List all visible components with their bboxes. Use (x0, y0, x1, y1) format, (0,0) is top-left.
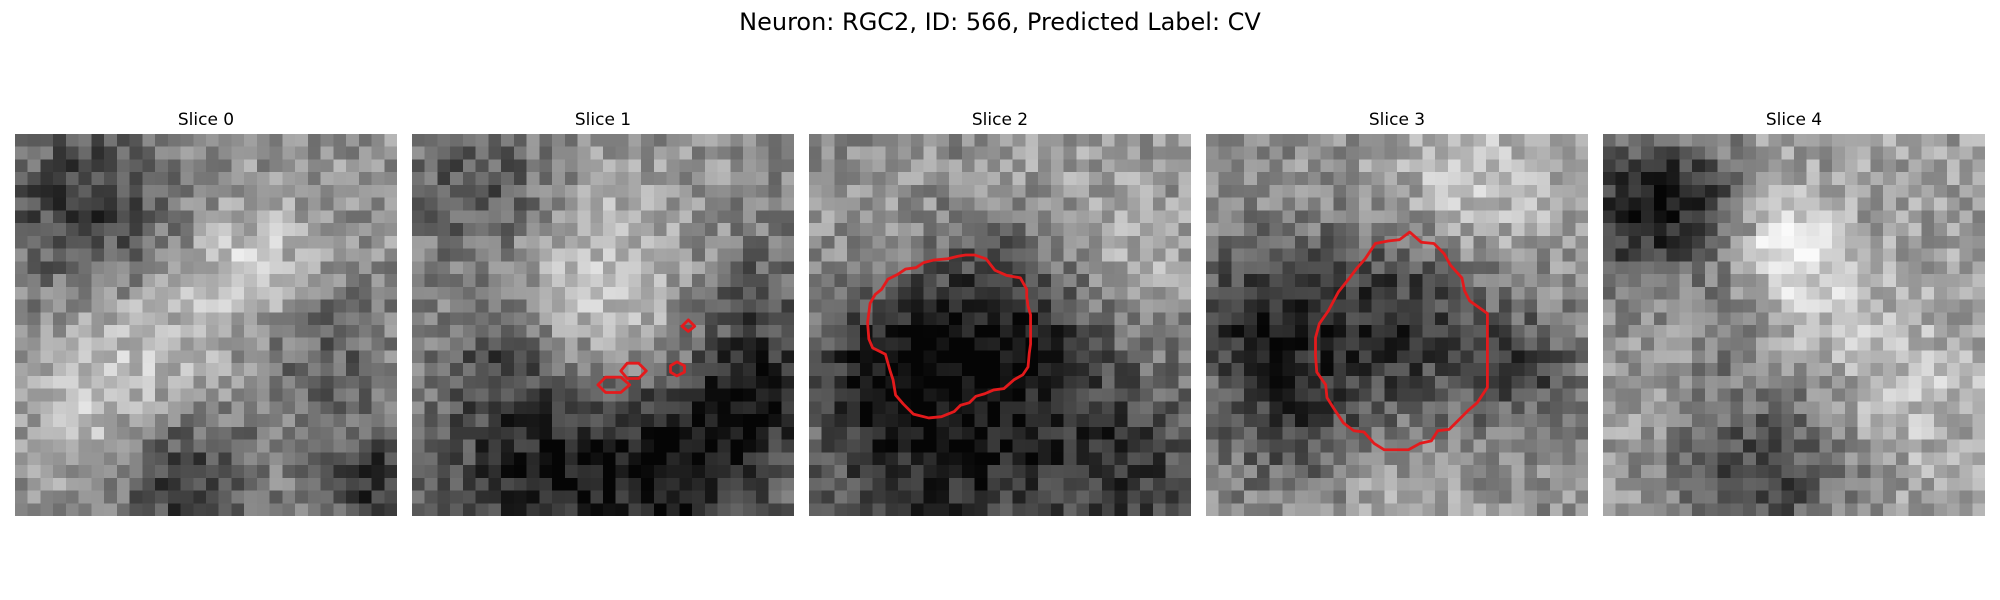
segmentation-contour (680, 318, 697, 333)
segmentation-contour (1314, 230, 1489, 452)
slice-image-1 (412, 134, 794, 516)
figure-title: Neuron: RGC2, ID: 566, Predicted Label: … (739, 8, 1261, 36)
slice-image-3 (1206, 134, 1588, 516)
slice-panel-4: Slice 4 (1603, 108, 1985, 518)
slice-panel-2: Slice 2 (809, 108, 1191, 518)
slice-title: Slice 4 (1765, 110, 1823, 130)
slice-panels: Slice 0 Slice 1 Slice 2 Slice 3 Slice 4 (15, 108, 1985, 518)
slice-panel-1: Slice 1 (412, 108, 794, 518)
slice-title: Slice 1 (574, 110, 632, 130)
slice-image-4 (1603, 134, 1985, 516)
segmentation-contour (596, 375, 632, 394)
slice-title: Slice 0 (177, 110, 235, 130)
slice-panel-3: Slice 3 (1206, 108, 1588, 518)
slice-title: Slice 2 (971, 110, 1029, 130)
segmentation-contour (619, 361, 648, 380)
slice-image-0 (15, 134, 397, 516)
slice-panel-0: Slice 0 (15, 108, 397, 518)
segmentation-contour (866, 253, 1032, 420)
segmentation-contour (669, 360, 686, 378)
slice-image-2 (809, 134, 1191, 516)
slice-title: Slice 3 (1368, 110, 1426, 130)
